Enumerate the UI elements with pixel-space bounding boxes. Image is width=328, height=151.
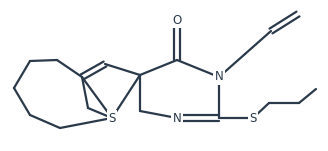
Text: S: S (249, 111, 257, 125)
Text: O: O (173, 13, 182, 26)
Text: S: S (108, 111, 116, 125)
Text: N: N (173, 111, 181, 125)
Text: N: N (215, 71, 223, 84)
